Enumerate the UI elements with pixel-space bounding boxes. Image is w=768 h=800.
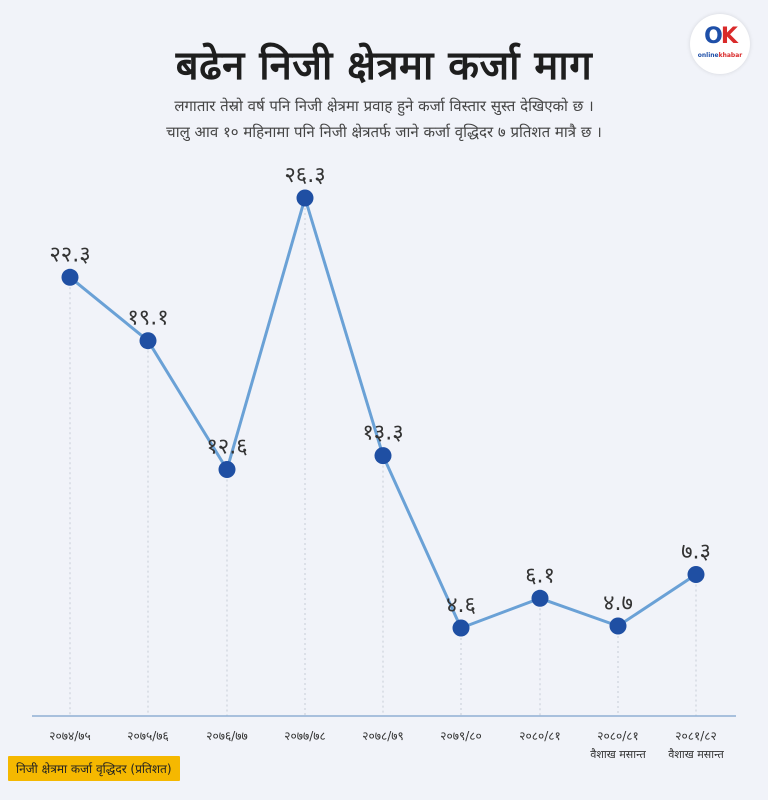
data-label: ७.३ — [681, 540, 711, 565]
data-point — [609, 617, 627, 635]
x-tick-label: २०७४/७५ — [49, 729, 90, 743]
x-tick-sublabel: वैशाख मसान्त — [590, 748, 646, 761]
data-points — [61, 189, 705, 637]
chart-subtitle-line-1: लगातार तेस्रो वर्ष पनि निजी क्षेत्रमा प्… — [174, 97, 594, 115]
data-point — [296, 189, 314, 207]
chart-title: बढेन निजी क्षेत्रमा कर्जा माग — [175, 43, 593, 89]
data-point — [452, 619, 470, 637]
x-tick-label: २०७८/७९ — [362, 729, 403, 743]
data-point — [139, 332, 157, 350]
logo-letter-o: O — [704, 24, 723, 49]
data-label: २२.३ — [49, 242, 90, 267]
logo-letter-k: K — [720, 24, 738, 49]
data-label: ६.१ — [525, 563, 555, 588]
data-point — [374, 447, 392, 465]
x-tick-label: २०८०/८१ — [597, 729, 638, 743]
data-label: २६.३ — [284, 163, 325, 188]
x-tick-label: २०७५/७६ — [127, 729, 168, 743]
data-point — [687, 566, 705, 583]
onlinekhabar-logo: OK onlinekhabar — [690, 14, 750, 74]
x-tick-label: २०७७/७८ — [284, 729, 325, 743]
x-tick-sublabel: वैशाख मसान्त — [668, 748, 724, 761]
data-point — [218, 461, 236, 478]
logo-mark: OK — [690, 24, 750, 49]
chart-subtitle-line-2: चालु आव १० महिनामा पनि निजी क्षेत्रतर्फ … — [166, 123, 602, 141]
data-point — [61, 268, 79, 286]
data-label: ४.६ — [446, 593, 476, 618]
data-label: ४.७ — [603, 591, 633, 616]
x-tick-label: २०७९/८० — [440, 729, 481, 743]
data-labels: २२.३ १९.१ १२.६ २६.३ १३.३ ४.६ ६.१ ४.७ ७.३ — [49, 163, 711, 618]
legend-badge: निजी क्षेत्रमा कर्जा वृद्धिदर (प्रतिशत) — [8, 756, 180, 781]
x-tick-label: २०७६/७७ — [206, 729, 247, 743]
grid-layer — [69, 198, 697, 716]
logo-wordmark: onlinekhabar — [690, 52, 750, 59]
logo-word-khabar: khabar — [718, 52, 743, 59]
logo-word-online: online — [697, 52, 719, 59]
data-point — [531, 589, 549, 607]
data-label: १९.१ — [127, 306, 168, 331]
x-tick-label: २०८१/८२ — [675, 729, 716, 743]
data-label: १२.६ — [206, 435, 247, 460]
x-tick-label: २०८०/८१ — [519, 729, 560, 743]
data-label: १३.३ — [362, 421, 403, 446]
x-tick-labels: २०७४/७५ २०७५/७६ २०७६/७७ २०७७/७८ २०७८/७९ २०७९/… — [49, 729, 724, 761]
series-line — [69, 196, 697, 630]
